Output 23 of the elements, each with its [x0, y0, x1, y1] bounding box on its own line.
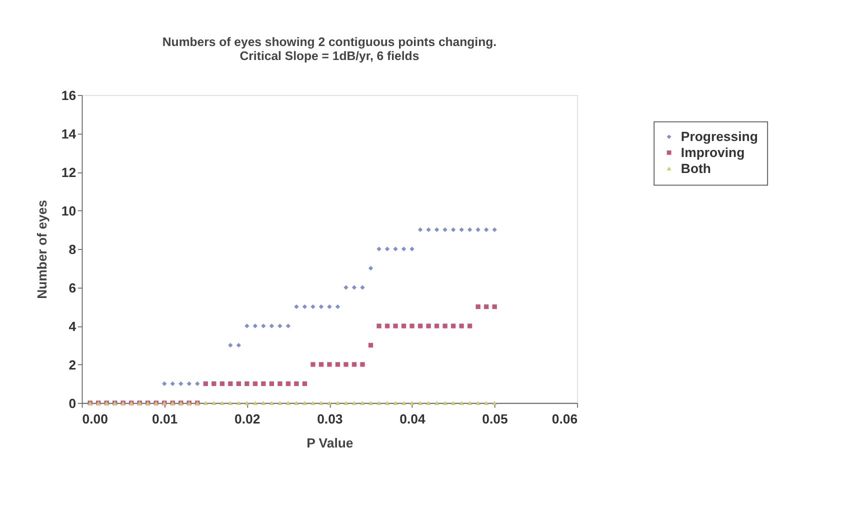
- x-tick-label: 0.06: [552, 412, 578, 427]
- y-tick-label: 0: [68, 396, 76, 411]
- y-axis-title: Number of eyes: [34, 200, 50, 299]
- x-tick-label: 0.04: [400, 412, 426, 427]
- x-axis-title: P Value: [306, 435, 354, 450]
- text: Critical Slope = 1dB/yr, 6 fields: [240, 48, 420, 63]
- y-tick-label: 4: [68, 318, 77, 334]
- legend-label: Improving: [680, 145, 745, 160]
- y-tick-label: 6: [68, 280, 76, 296]
- y-tick-label: 10: [61, 203, 76, 218]
- legend-label: Progressing: [680, 129, 758, 144]
- x-tick-label: 0.02: [234, 412, 260, 427]
- legend-label: Both: [680, 160, 711, 176]
- x-tick-label: 0.00: [82, 412, 108, 427]
- x-tick-label: 0.03: [317, 412, 343, 427]
- text: Numbers of eyes showing 2 contiguous points changing.: [162, 34, 497, 49]
- y-tick-label: 8: [68, 242, 76, 257]
- y-tick-label: 14: [61, 126, 77, 142]
- y-tick-label: 2: [68, 357, 76, 372]
- y-tick-label: 16: [61, 88, 76, 103]
- x-tick-label: 0.05: [482, 412, 508, 427]
- y-tick-label: 12: [61, 164, 76, 180]
- x-tick-label: 0.01: [152, 412, 178, 427]
